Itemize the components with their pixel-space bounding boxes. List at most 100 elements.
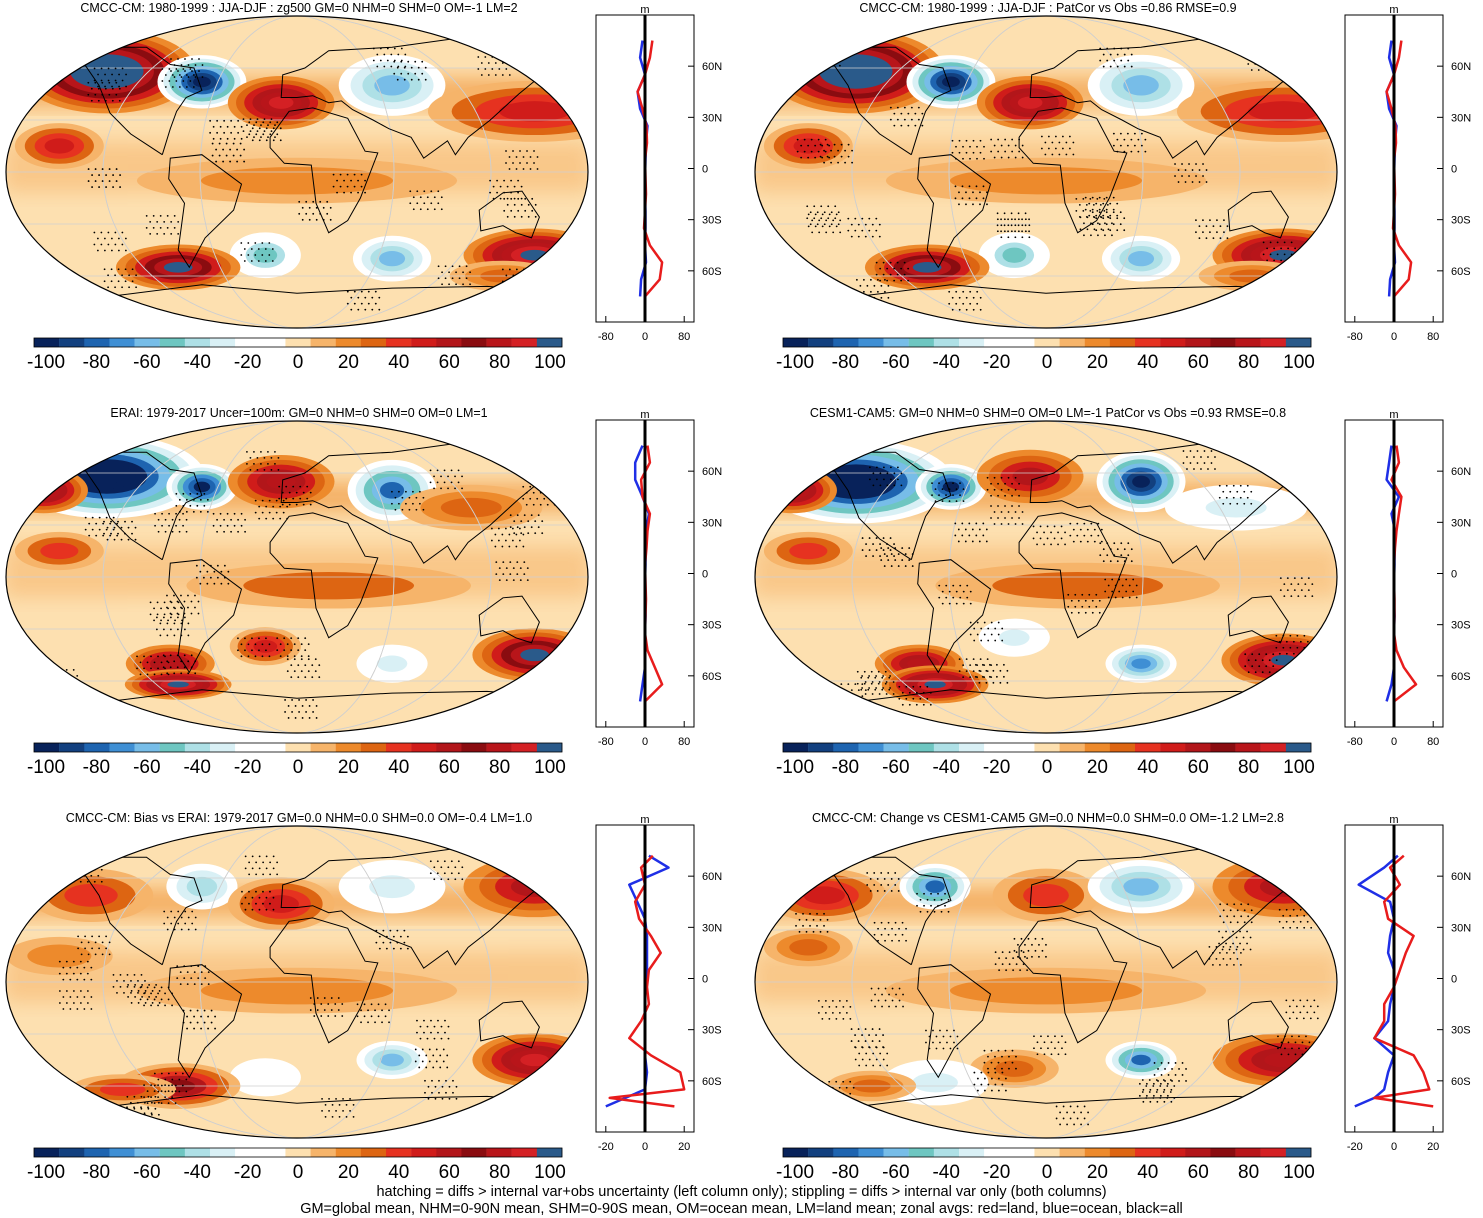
colorbar-swatch bbox=[235, 338, 261, 347]
anomaly-blob bbox=[1105, 644, 1177, 683]
zonal-unit-label: m bbox=[640, 814, 649, 826]
zonal-unit-label: m bbox=[640, 4, 649, 16]
colorbar-swatch bbox=[984, 743, 1010, 752]
anomaly-blob bbox=[1212, 856, 1337, 918]
contour-level bbox=[1128, 251, 1155, 267]
colorbar-swatch bbox=[386, 338, 412, 347]
colorbar: -100 -80 -60 -40 -20 0 20 40 60 80 100 bbox=[776, 337, 1315, 373]
colorbar-tick-label: -20 bbox=[234, 352, 261, 373]
contour-level bbox=[803, 886, 845, 905]
contour-level bbox=[1002, 247, 1027, 263]
zonal-mean-panel: m 60N 30N 0 30S 60S -20 0 20 bbox=[595, 814, 722, 1153]
colorbar-swatch bbox=[335, 338, 362, 347]
lat-tick-label: 30S bbox=[702, 620, 722, 632]
colorbar-tick-label: -40 bbox=[932, 757, 959, 778]
lat-tick-label: 60N bbox=[1451, 871, 1471, 883]
anomaly-blob bbox=[186, 562, 471, 609]
zonal-x-tick-label: 20 bbox=[678, 1141, 690, 1153]
continent-north-america-right bbox=[824, 856, 952, 965]
colorbar-frame bbox=[33, 1147, 563, 1158]
colorbar-swatch bbox=[84, 743, 110, 752]
meridian-line bbox=[102, 826, 492, 1138]
colorbar-swatch bbox=[858, 338, 884, 347]
lat-tick-label: 0 bbox=[1451, 569, 1457, 581]
continent-eurasia bbox=[280, 37, 585, 159]
contour-level bbox=[499, 101, 571, 122]
meridian-line bbox=[199, 826, 395, 1138]
continent-south-america bbox=[917, 964, 992, 1079]
colorbar-swatch bbox=[511, 1148, 538, 1157]
colorbar-swatch bbox=[159, 743, 186, 752]
colorbar-swatch bbox=[34, 338, 60, 347]
contour-level bbox=[200, 166, 394, 195]
contour-level bbox=[912, 1072, 958, 1093]
zonal-x-tick-label: 0 bbox=[1391, 331, 1397, 343]
footnote-line-1: hatching = diffs > internal var+obs unce… bbox=[376, 1184, 1107, 1200]
continent-eurasia bbox=[280, 847, 585, 969]
colorbar-swatch bbox=[1160, 743, 1186, 752]
colorbar-tick-label: 0 bbox=[1042, 352, 1053, 373]
colorbar-swatch bbox=[386, 1148, 412, 1157]
lat-tick-label: 30N bbox=[702, 517, 722, 529]
colorbar-tick-label: 40 bbox=[388, 352, 409, 373]
lat-tick-label: 30S bbox=[702, 1025, 722, 1037]
zonal-mean-panel: m 60N 30N 0 30S 60S -20 0 20 bbox=[1344, 814, 1471, 1153]
anomaly-blob bbox=[472, 1033, 588, 1087]
graticule bbox=[6, 421, 588, 733]
colorbar-swatch bbox=[310, 743, 336, 752]
anomaly-blob bbox=[227, 75, 335, 130]
anomaly-blob bbox=[229, 232, 301, 279]
colorbar-swatch bbox=[134, 1148, 160, 1157]
anomaly-blob bbox=[763, 928, 853, 967]
colorbar-tick-label: -60 bbox=[133, 1162, 160, 1183]
colorbar-swatch bbox=[360, 338, 387, 347]
colorbar-tick-label: -20 bbox=[983, 352, 1010, 373]
continent-australia bbox=[1227, 1000, 1289, 1049]
contour-level bbox=[243, 571, 415, 600]
panel-title: CMCC-CM: Change vs CESM1-CAM5 GM=0.0 NHM… bbox=[812, 811, 1284, 825]
colorbar-swatch bbox=[1160, 338, 1186, 347]
contour-level bbox=[200, 976, 394, 1005]
zonal-x-tick-label: 80 bbox=[678, 331, 690, 343]
zonal-x-tick-label: -20 bbox=[1347, 1141, 1363, 1153]
contour-level bbox=[520, 1053, 550, 1067]
anomaly-blob bbox=[755, 467, 837, 514]
colorbar-swatch bbox=[1084, 743, 1111, 752]
colorbar-tick-label: 80 bbox=[1238, 352, 1259, 373]
colorbar-tick-label: 20 bbox=[338, 352, 359, 373]
colorbar-tick-label: 80 bbox=[489, 757, 510, 778]
continent-africa bbox=[1018, 107, 1128, 234]
colorbar-frame bbox=[782, 742, 1312, 753]
continent-australia bbox=[1227, 190, 1289, 239]
colorbar-swatch bbox=[134, 338, 160, 347]
colorbar-tick-label: 80 bbox=[489, 352, 510, 373]
colorbar-swatch bbox=[84, 338, 110, 347]
colorbar-swatch bbox=[461, 743, 487, 752]
anomaly-blob bbox=[338, 859, 446, 914]
colorbar-tick-label: -100 bbox=[27, 1162, 65, 1183]
footnote-line-2: GM=global mean, NHM=0-90N mean, SHM=0-90… bbox=[300, 1201, 1183, 1217]
zonal-mean-panel: m 60N 30N 0 30S 60S -80 0 80 bbox=[1344, 409, 1471, 748]
meridian-line bbox=[851, 421, 1241, 733]
graticule bbox=[755, 16, 1337, 328]
contour-level bbox=[379, 482, 405, 499]
zonal-unit-label: m bbox=[1389, 4, 1398, 16]
colorbar-swatch bbox=[184, 743, 211, 752]
colorbar-swatch bbox=[984, 1148, 1010, 1157]
contour-level bbox=[1131, 658, 1151, 669]
contour-level bbox=[924, 680, 946, 689]
contour-level bbox=[253, 639, 278, 653]
anomaly-blob bbox=[885, 967, 1207, 1014]
colorbar-swatch bbox=[411, 1148, 437, 1157]
colorbar-swatch bbox=[411, 338, 437, 347]
colorbar-tick-label: -100 bbox=[776, 352, 814, 373]
continent-eurasia bbox=[280, 442, 585, 564]
panel-title: ERAI: 1979-2017 Uncer=100m: GM=0 NHM=0 S… bbox=[110, 406, 487, 420]
anomaly-blob bbox=[356, 644, 428, 683]
contour-level bbox=[376, 655, 408, 672]
zonal-mean-panel: m 60N 30N 0 30S 60S -80 0 80 bbox=[595, 409, 722, 748]
colorbar-tick-label: 40 bbox=[1137, 757, 1158, 778]
colorbar-swatch bbox=[833, 1148, 859, 1157]
colorbar-swatch bbox=[1059, 743, 1085, 752]
contour-level bbox=[163, 262, 193, 273]
